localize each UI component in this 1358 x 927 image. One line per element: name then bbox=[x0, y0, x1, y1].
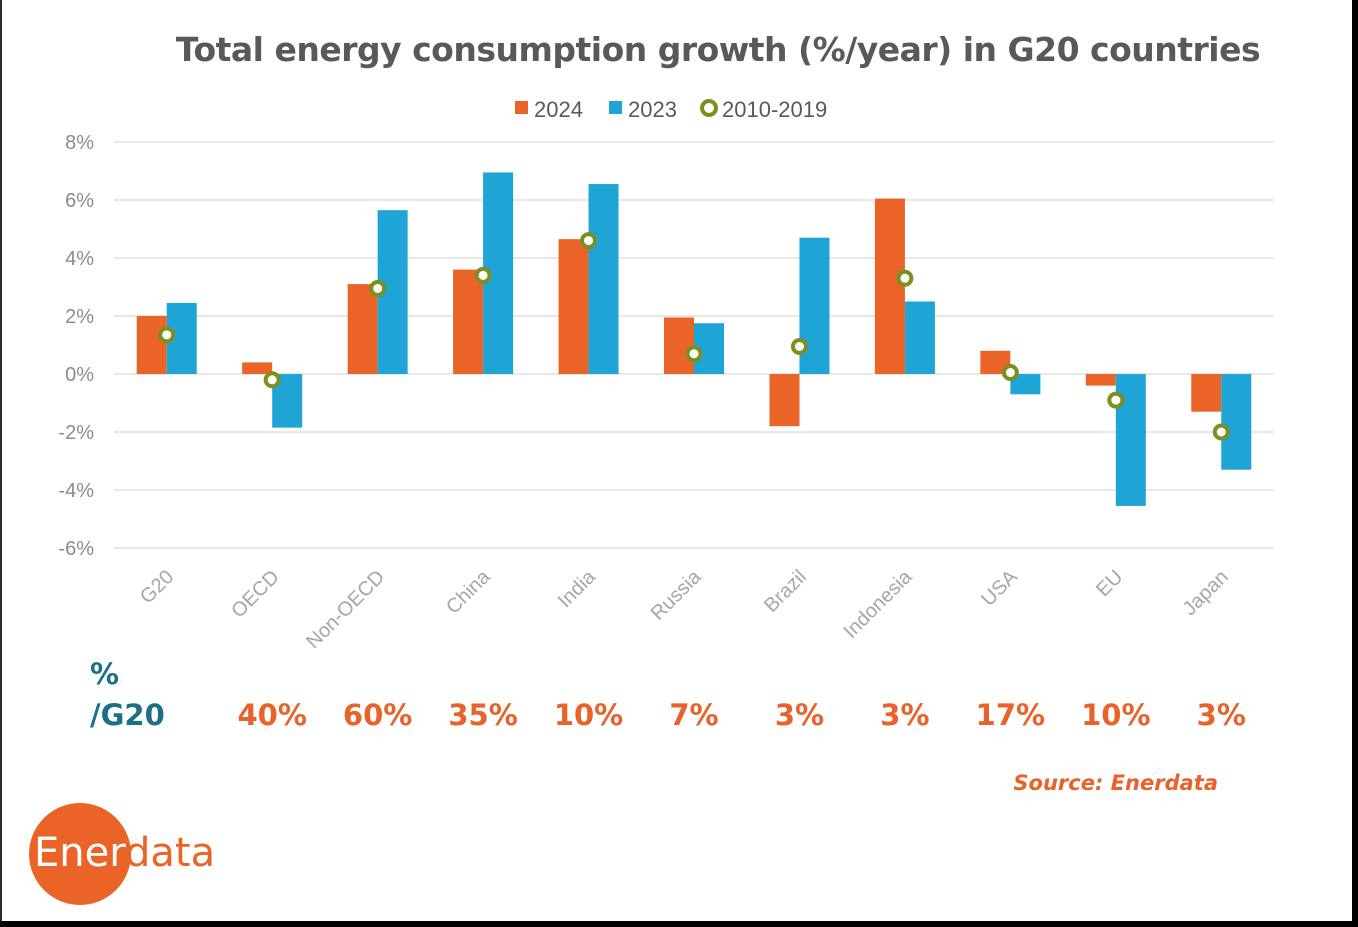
share-header-line2: /G20 bbox=[90, 698, 165, 732]
x-tick-label: Brazil bbox=[760, 566, 811, 617]
x-tick-label: USA bbox=[977, 566, 1022, 611]
y-tick-label: -4% bbox=[58, 480, 94, 502]
bars bbox=[136, 172, 1252, 506]
bar-2024-japan bbox=[1191, 374, 1222, 412]
bar-2023-india bbox=[588, 184, 619, 374]
marker-2010-2019-india bbox=[580, 232, 598, 250]
legend-swatch-2023 bbox=[609, 101, 622, 114]
x-tick-label: India bbox=[554, 565, 601, 612]
legend-label-2024: 2024 bbox=[534, 97, 583, 122]
marker-2010-2019-oecd bbox=[263, 371, 281, 389]
chart-title: Total energy consumption growth (%/year)… bbox=[176, 30, 1260, 69]
y-tick-label: -6% bbox=[58, 538, 94, 560]
bar-2024-china bbox=[453, 269, 484, 374]
x-axis-ticks: G20 OECD Non-OECD China India Russia Brazil Ind… bbox=[136, 565, 1233, 653]
legend-swatch-2024 bbox=[515, 101, 528, 114]
marker-2010-2019-non-oecd bbox=[369, 279, 387, 297]
bar-2024-russia bbox=[664, 317, 694, 374]
x-tick-label: Non-OECD bbox=[302, 566, 389, 653]
x-tick-label: Japan bbox=[1179, 566, 1233, 620]
marker-2010-2019-usa bbox=[1001, 364, 1019, 382]
share-value: 3% bbox=[1197, 698, 1246, 732]
y-tick-label: -2% bbox=[58, 422, 94, 444]
bar-2024-g20 bbox=[136, 316, 167, 374]
share-value: 10% bbox=[554, 698, 623, 732]
marker-2010-2019-g20 bbox=[158, 326, 176, 344]
bar-2024-eu bbox=[1085, 374, 1116, 386]
bar-2023-indonesia bbox=[904, 301, 935, 374]
y-tick-label: 0% bbox=[65, 364, 94, 386]
share-value: 10% bbox=[1081, 698, 1150, 732]
bar-2024-non-oecd bbox=[347, 284, 378, 374]
logo-circle bbox=[29, 803, 131, 905]
marker-2010-2019-russia bbox=[685, 345, 703, 363]
bar-2024-usa bbox=[980, 350, 1011, 374]
logo-text: Enerdata bbox=[34, 830, 215, 876]
marker-2010-2019-japan bbox=[1212, 423, 1230, 441]
share-value: 60% bbox=[343, 698, 412, 732]
x-tick-label: OECD bbox=[227, 566, 283, 622]
y-tick-label: 6% bbox=[65, 190, 94, 212]
bar-2024-brazil bbox=[769, 374, 800, 427]
legend-label-2010-2019: 2010-2019 bbox=[722, 97, 827, 122]
share-value: 35% bbox=[448, 698, 517, 732]
y-axis-ticks: 8% 6% 4% 2% 0% -2% -4% -6% bbox=[58, 132, 94, 560]
source-note: Source: Enerdata bbox=[1013, 771, 1218, 795]
bar-2023-japan bbox=[1221, 374, 1252, 470]
share-value: 40% bbox=[237, 698, 306, 732]
marker-2010-2019-eu bbox=[1107, 391, 1125, 409]
legend-marker-2010-2019 bbox=[700, 99, 718, 117]
bar-2024-oecd bbox=[242, 362, 273, 374]
share-header-line1: % bbox=[90, 657, 119, 691]
x-tick-label: EU bbox=[1092, 566, 1127, 601]
share-value: 3% bbox=[880, 698, 929, 732]
share-value: 3% bbox=[775, 698, 824, 732]
share-value: 7% bbox=[669, 698, 718, 732]
marker-2010-2019-brazil bbox=[790, 337, 808, 355]
legend: 2024 2023 2010-2019 bbox=[515, 97, 827, 122]
bar-2024-indonesia bbox=[874, 198, 905, 374]
y-tick-label: 2% bbox=[65, 306, 94, 328]
share-value: 17% bbox=[976, 698, 1045, 732]
x-tick-label: Russia bbox=[647, 565, 706, 624]
marker-2010-2019-indonesia bbox=[896, 269, 914, 287]
bar-2024-india bbox=[558, 239, 589, 374]
x-tick-label: Indonesia bbox=[840, 565, 918, 643]
y-tick-label: 4% bbox=[65, 248, 94, 270]
x-tick-label: China bbox=[442, 565, 495, 618]
markers bbox=[158, 232, 1230, 441]
enerdata-logo: Enerdata bbox=[29, 803, 215, 905]
x-tick-label: G20 bbox=[136, 566, 178, 608]
marker-2010-2019-china bbox=[474, 266, 492, 284]
bar-2023-usa bbox=[1010, 374, 1041, 395]
share-row: % /G20 40% 60% 35% 10% 7% 3% 3% 17% 10% 3% bbox=[90, 657, 1246, 732]
y-tick-label: 8% bbox=[65, 132, 94, 154]
legend-label-2023: 2023 bbox=[628, 97, 677, 122]
